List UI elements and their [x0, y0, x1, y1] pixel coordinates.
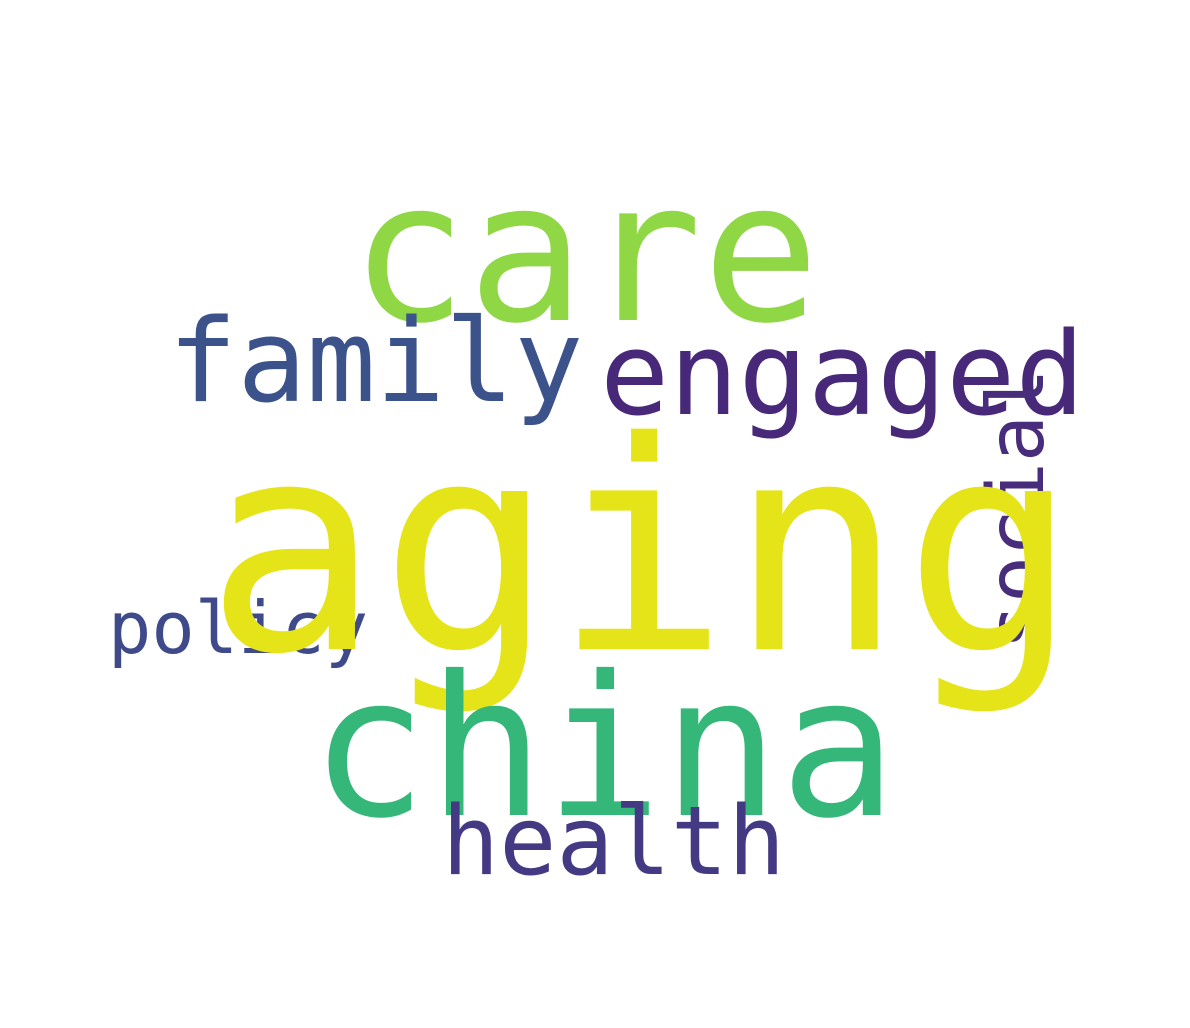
word-care: care	[350, 139, 820, 366]
word-engaged: engaged	[600, 308, 1085, 442]
word-family: family	[168, 295, 584, 429]
word-policy: policy	[108, 586, 369, 670]
word-aging: aging	[205, 381, 1078, 718]
word-china: china	[310, 634, 897, 861]
word-health: health	[442, 787, 786, 897]
